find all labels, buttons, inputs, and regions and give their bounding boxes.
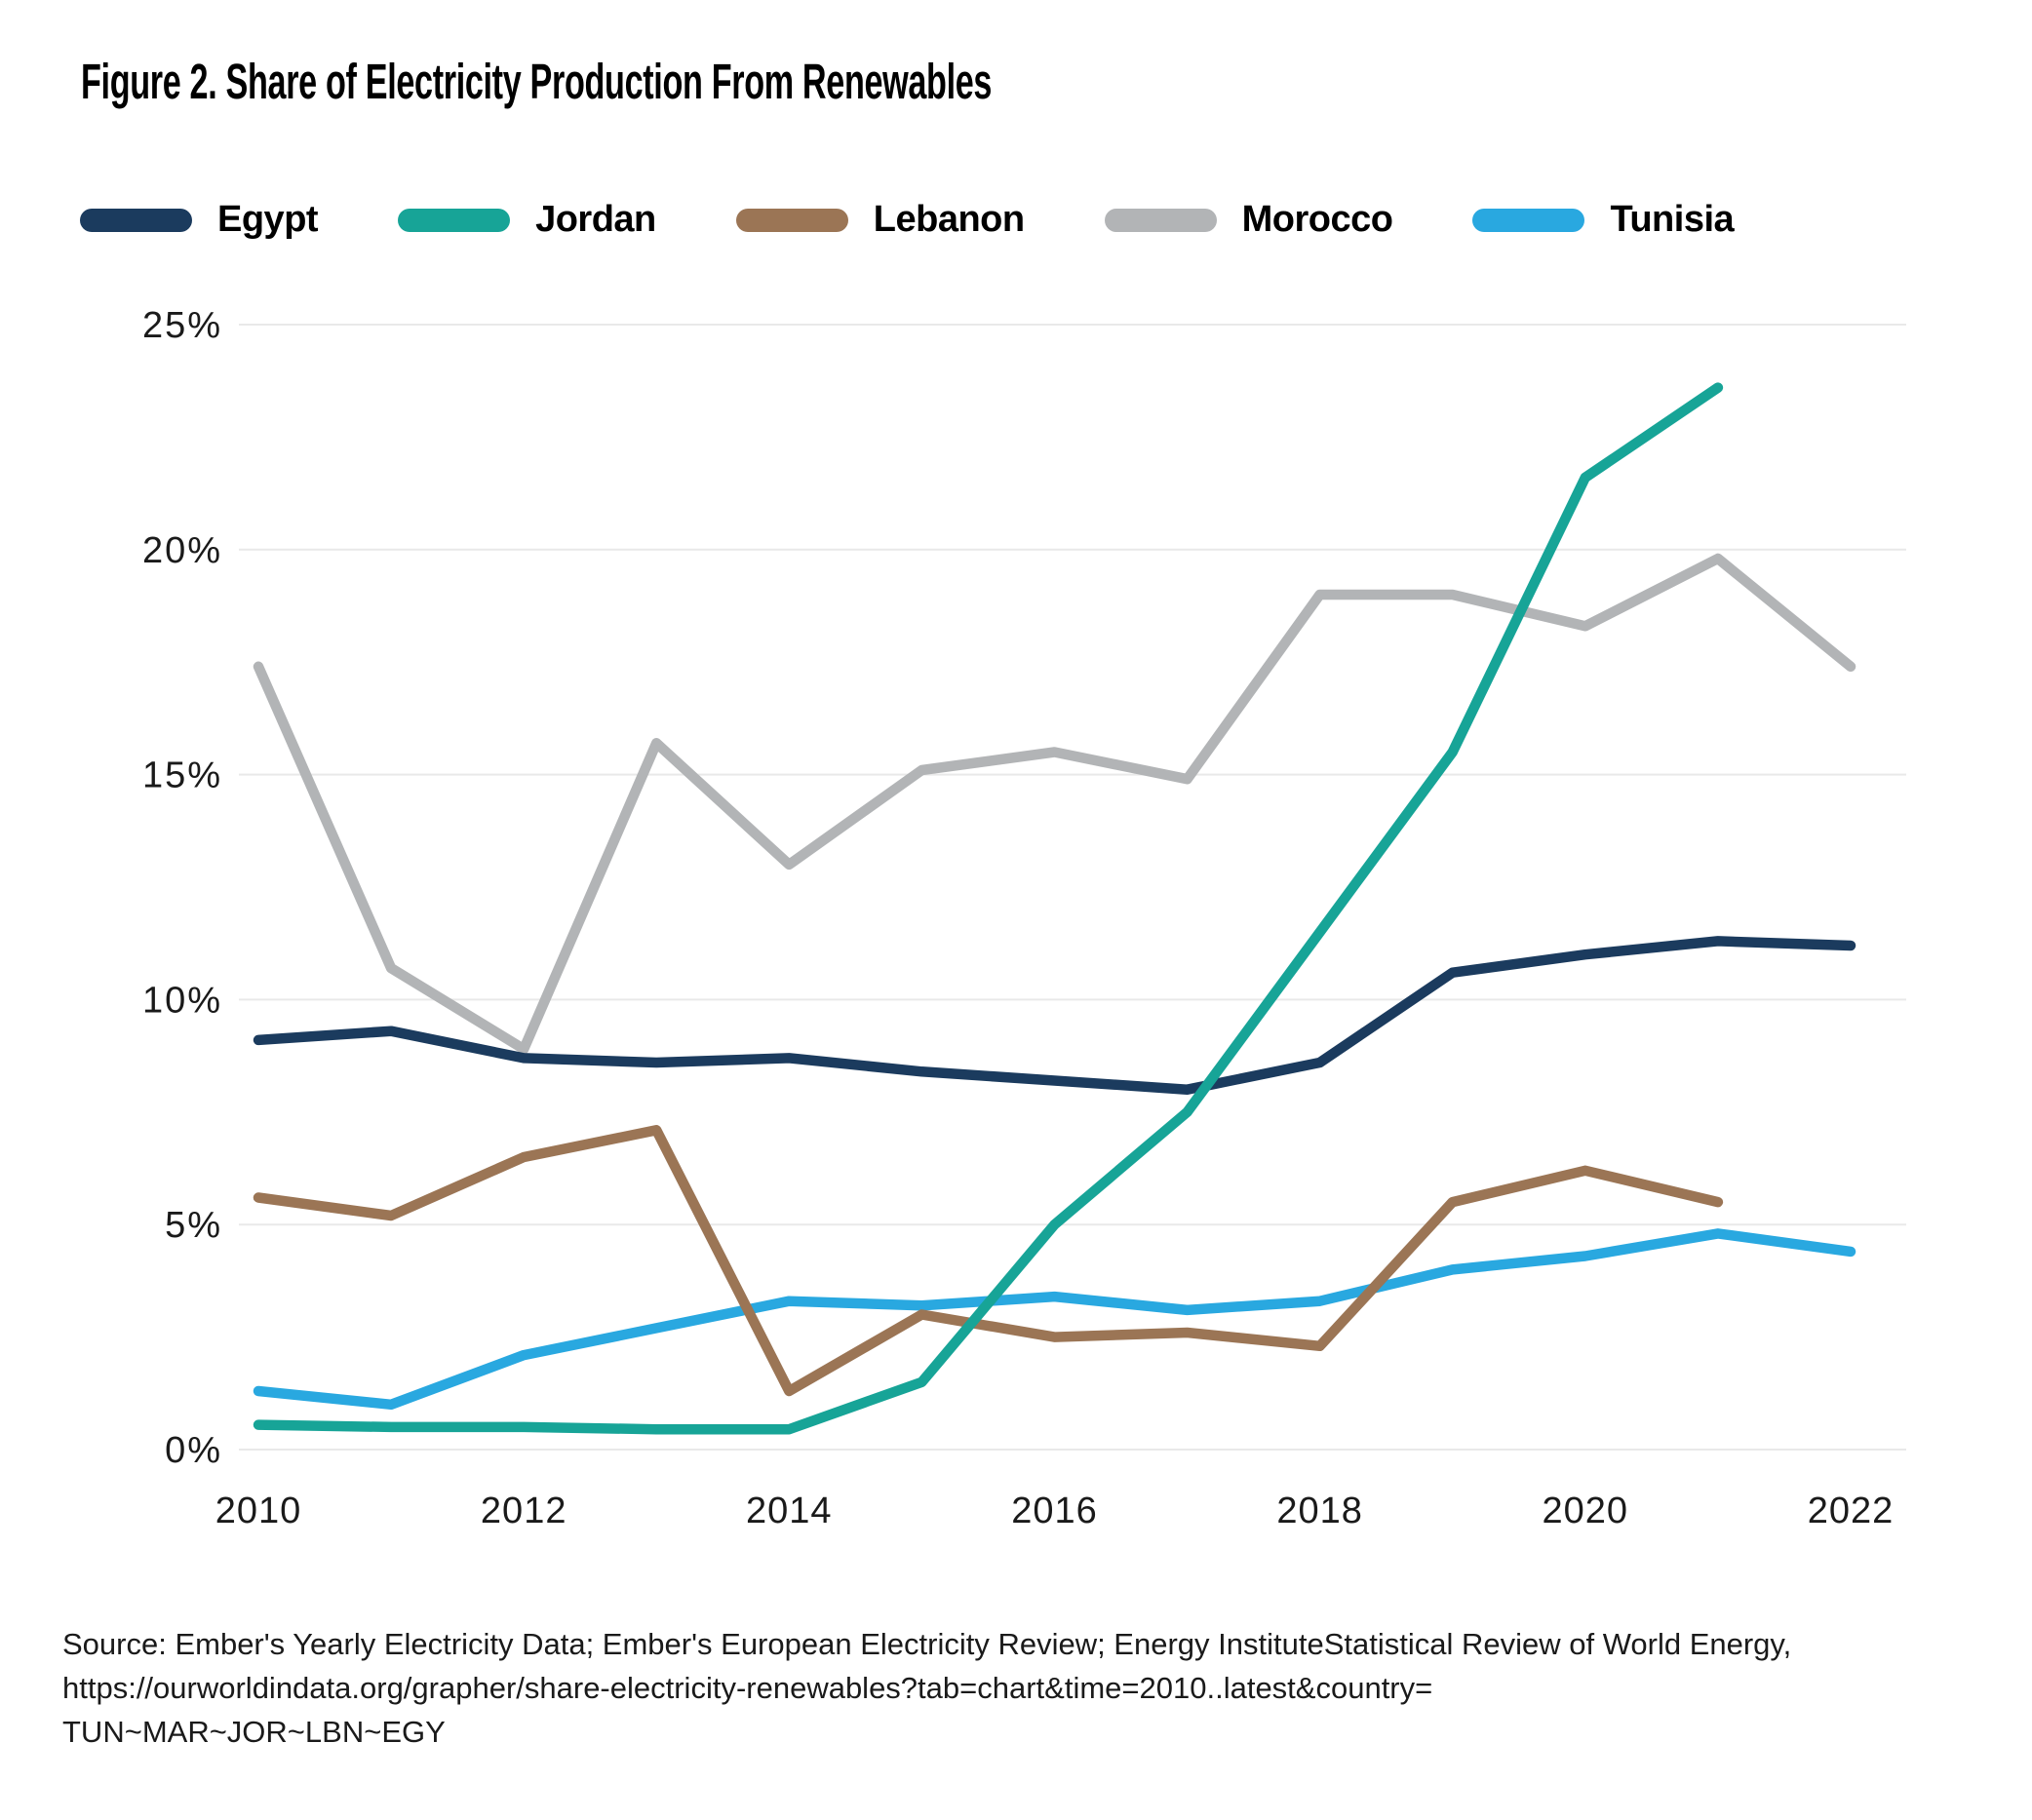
x-axis-tick-2022: 2022 [1808, 1491, 1895, 1531]
x-axis-tick-2018: 2018 [1276, 1491, 1363, 1531]
x-axis-tick-2010: 2010 [215, 1491, 302, 1531]
legend-label-lebanon: Lebanon [873, 199, 1025, 240]
legend-item-tunisia: Tunisia [1472, 199, 1735, 241]
y-axis-tick-10%: 10% [142, 980, 222, 1021]
y-axis-tick-25%: 25% [142, 305, 222, 346]
legend-label-tunisia: Tunisia [1610, 199, 1735, 240]
y-axis-tick-0%: 0% [165, 1430, 222, 1471]
legend-swatch-egypt [80, 208, 192, 232]
x-axis-tick-2014: 2014 [746, 1491, 833, 1531]
legend-label-egypt: Egypt [217, 199, 319, 240]
legend-swatch-tunisia [1472, 208, 1585, 232]
source-note: Source: Ember's Yearly Electricity Data;… [62, 1622, 1791, 1754]
y-axis-tick-20%: 20% [142, 530, 222, 571]
legend-label-morocco: Morocco [1241, 199, 1393, 240]
legend-swatch-jordan [398, 208, 511, 232]
series-line-egypt [253, 936, 1856, 1095]
x-axis-tick-2012: 2012 [481, 1491, 567, 1531]
legend-label-jordan: Jordan [535, 199, 656, 240]
figure-title-text: Figure 2. Share of Electricity Productio… [81, 54, 993, 109]
legend: Egypt Jordan Lebanon Morocco Tunisia [80, 199, 1735, 241]
source-line-2: https://ourworldindata.org/grapher/share… [62, 1671, 1433, 1705]
series-line-tunisia [253, 1228, 1856, 1411]
legend-swatch-lebanon [735, 208, 848, 232]
x-axis-tick-2016: 2016 [1011, 1491, 1098, 1531]
y-axis-tick-5%: 5% [165, 1205, 222, 1246]
series-line-lebanon [253, 1125, 1724, 1397]
series-line-morocco [253, 553, 1856, 1055]
x-axis-tick-2020: 2020 [1543, 1491, 1629, 1531]
legend-item-egypt: Egypt [80, 199, 319, 241]
source-line-3: TUN~MAR~JOR~LBN~EGY [62, 1715, 446, 1749]
line-chart: 0% 5% 10% 15% 20% 25% 2010 2012 2014 2016 2018 2020… [142, 305, 1906, 1531]
source-line-1: Source: Ember's Yearly Electricity Data;… [62, 1627, 1792, 1661]
series-line-jordan [253, 382, 1724, 1435]
figure-title: Figure 2. Share of Electricity Productio… [81, 53, 1440, 110]
legend-item-lebanon: Lebanon [735, 199, 1025, 241]
legend-item-jordan: Jordan [398, 199, 656, 241]
legend-swatch-morocco [1104, 208, 1217, 232]
y-axis-tick-15%: 15% [142, 755, 222, 796]
legend-item-morocco: Morocco [1104, 199, 1393, 241]
